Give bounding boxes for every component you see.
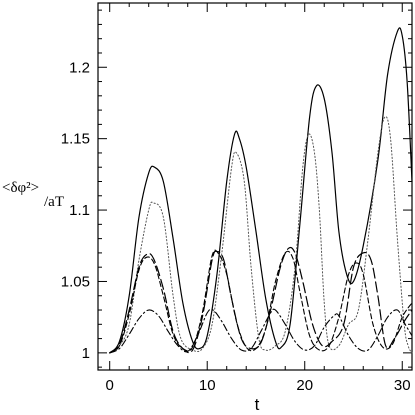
plot-frame — [97, 2, 413, 371]
y-tick-label: 1 — [82, 345, 90, 362]
y-tick-label: 1.15 — [61, 131, 90, 148]
series-solid-line — [109, 27, 413, 354]
series-dash-dot-line — [109, 308, 413, 354]
y-axis-label-denominator: /aT — [44, 194, 64, 210]
x-tick-label: 0 — [106, 377, 114, 394]
y-tick-labels: 1 1.05 1.1 1.15 1.2 — [61, 59, 90, 362]
axis-ticks — [98, 3, 412, 370]
series-short-dash-line — [109, 249, 413, 354]
x-axis-label: t — [255, 395, 260, 414]
x-tick-labels: 0 10 20 30 — [106, 377, 411, 394]
series-long-dash-line — [109, 246, 413, 354]
series-layer — [109, 27, 413, 354]
y-axis-label-main: <δφ²> — [2, 180, 39, 196]
x-tick-label: 30 — [394, 377, 411, 394]
y-tick-label: 1.2 — [69, 59, 90, 76]
y-tick-label: 1.1 — [69, 202, 90, 219]
y-tick-label: 1.05 — [61, 273, 90, 290]
x-tick-label: 10 — [199, 377, 216, 394]
x-tick-label: 20 — [296, 377, 313, 394]
series-dotted-line — [109, 116, 413, 354]
